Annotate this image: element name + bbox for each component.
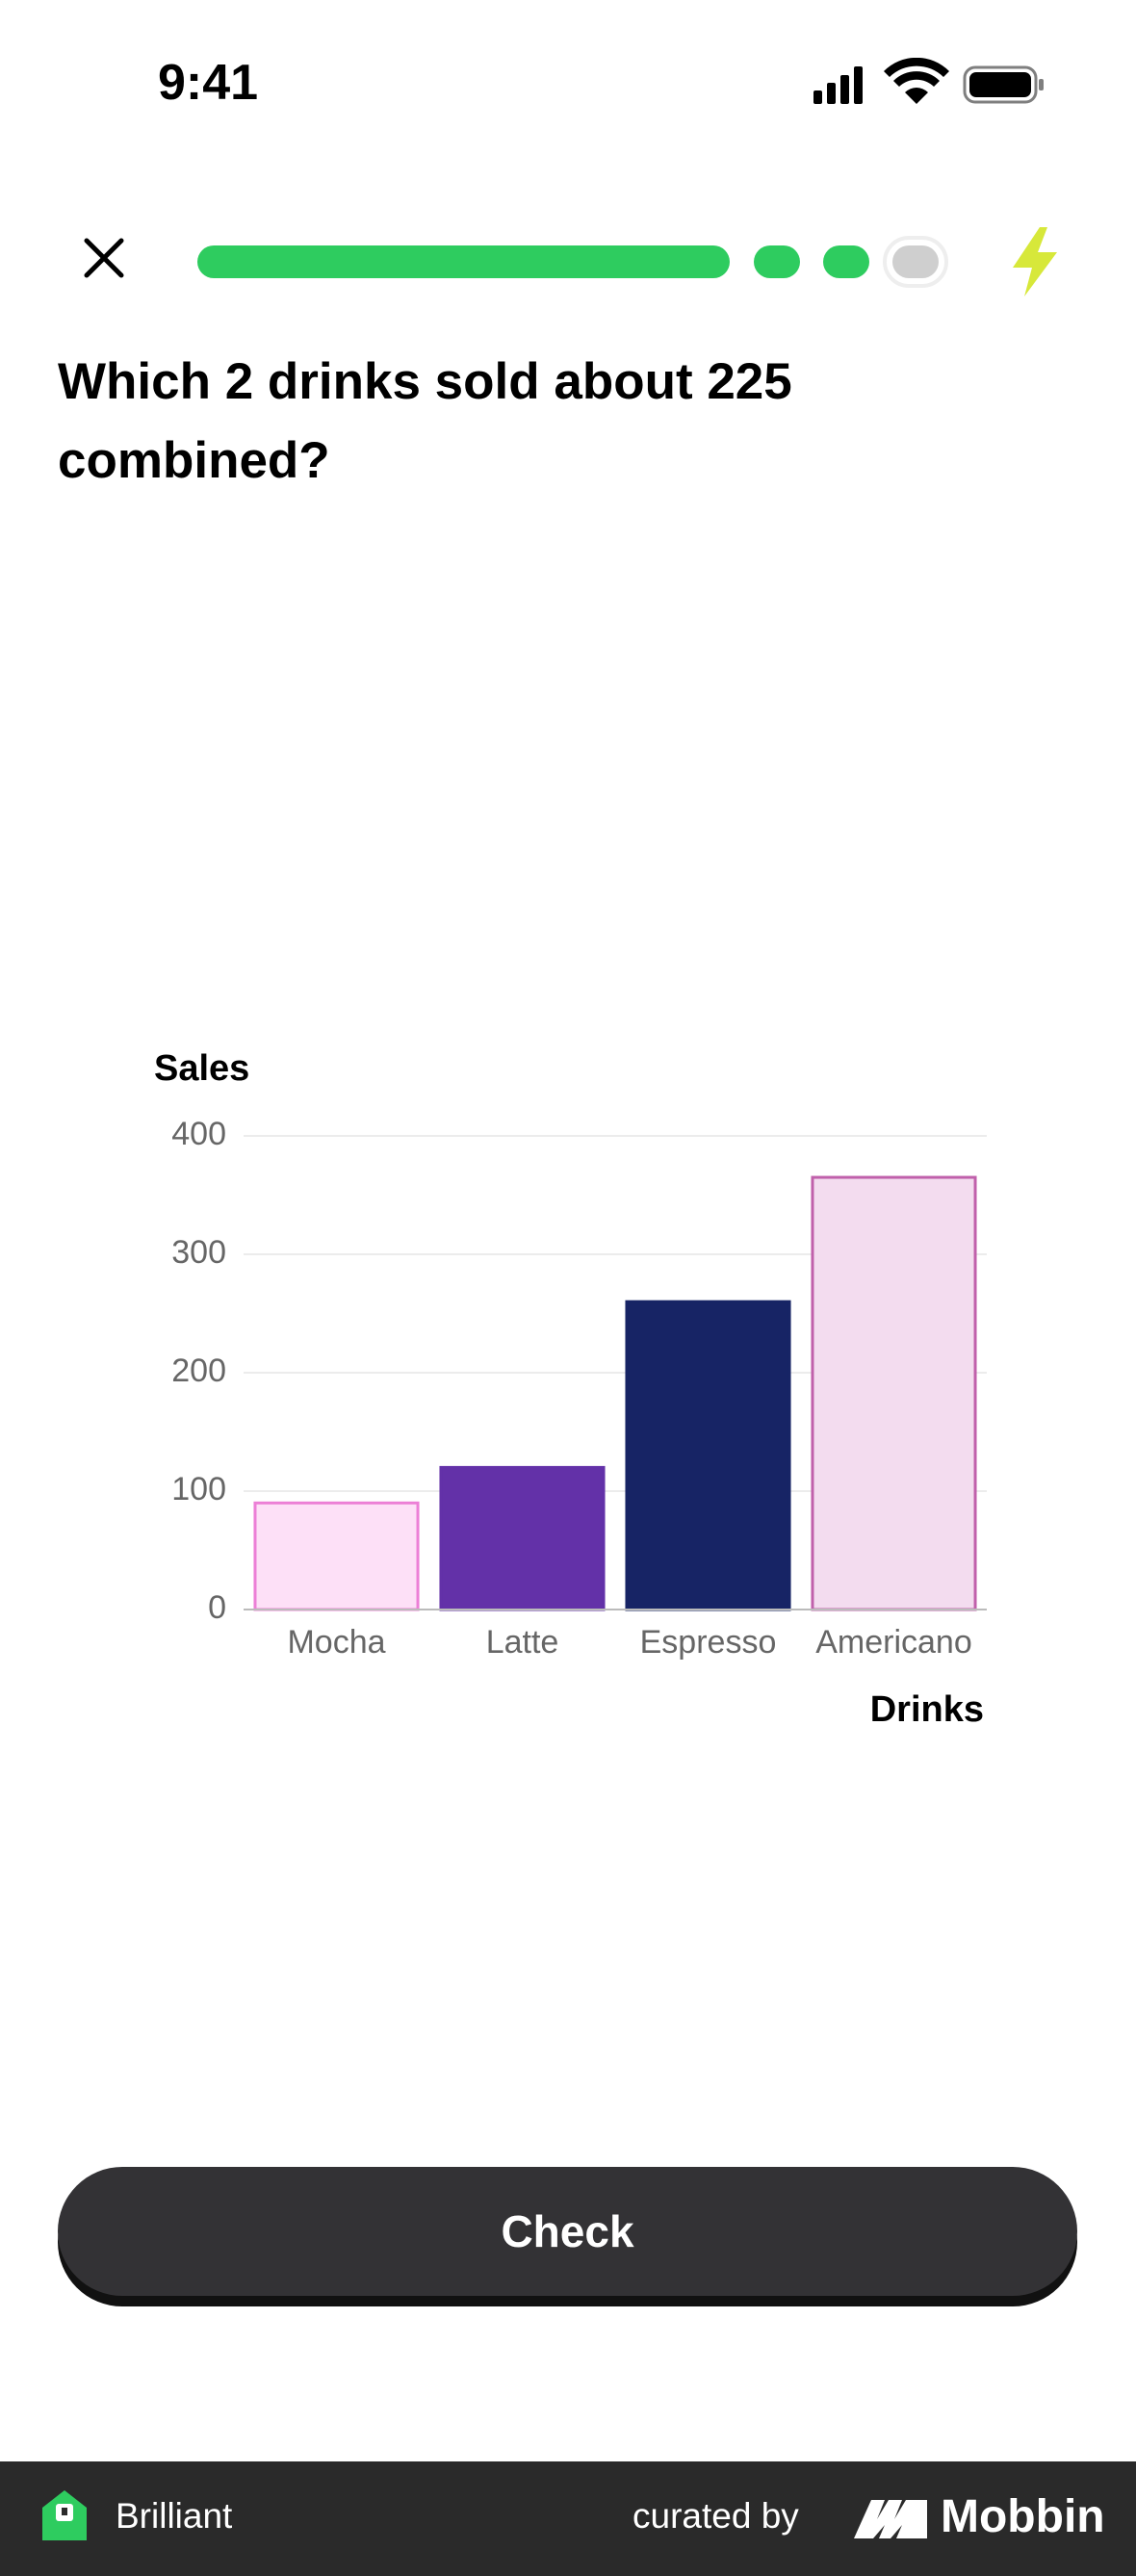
y-tick-label: 400 [171,1116,226,1152]
mobbin-logo [854,2500,927,2538]
footer: Brilliant curated by Mobbin [0,2461,1136,2576]
y-tick-label: 300 [171,1234,226,1271]
x-tick-label: Latte [486,1624,559,1661]
y-tick-label: 0 [208,1589,226,1626]
status-time: 9:41 [158,55,259,111]
brand: Mobbin [941,2491,1105,2542]
streak-icon [1013,227,1057,296]
curated-by: curated by [633,2496,799,2536]
bar [253,1501,420,1611]
y-axis-label: Sales [154,1048,249,1089]
y-tick-label: 100 [171,1471,226,1507]
x-tick-label: Americano [815,1624,972,1661]
y-tick-label: 200 [171,1352,226,1389]
close-button[interactable] [77,231,131,285]
brilliant-logo [42,2490,87,2540]
bar [439,1465,606,1611]
x-tick-label: Mocha [287,1624,385,1661]
progress-bar [197,236,948,288]
question: Which 2 drinks sold about 225 combined? [58,353,792,489]
check-button[interactable]: Check [58,2167,1077,2296]
x-axis-label: Drinks [870,1689,984,1730]
bar [625,1300,791,1611]
bar [811,1175,977,1611]
x-tick-label: Espresso [640,1624,777,1661]
chart: Sales Drinks 0 100 200 300 400 Mocha Latte Espr… [154,1048,987,1730]
app-name: Brilliant [116,2496,233,2536]
status-icons [813,58,1044,104]
